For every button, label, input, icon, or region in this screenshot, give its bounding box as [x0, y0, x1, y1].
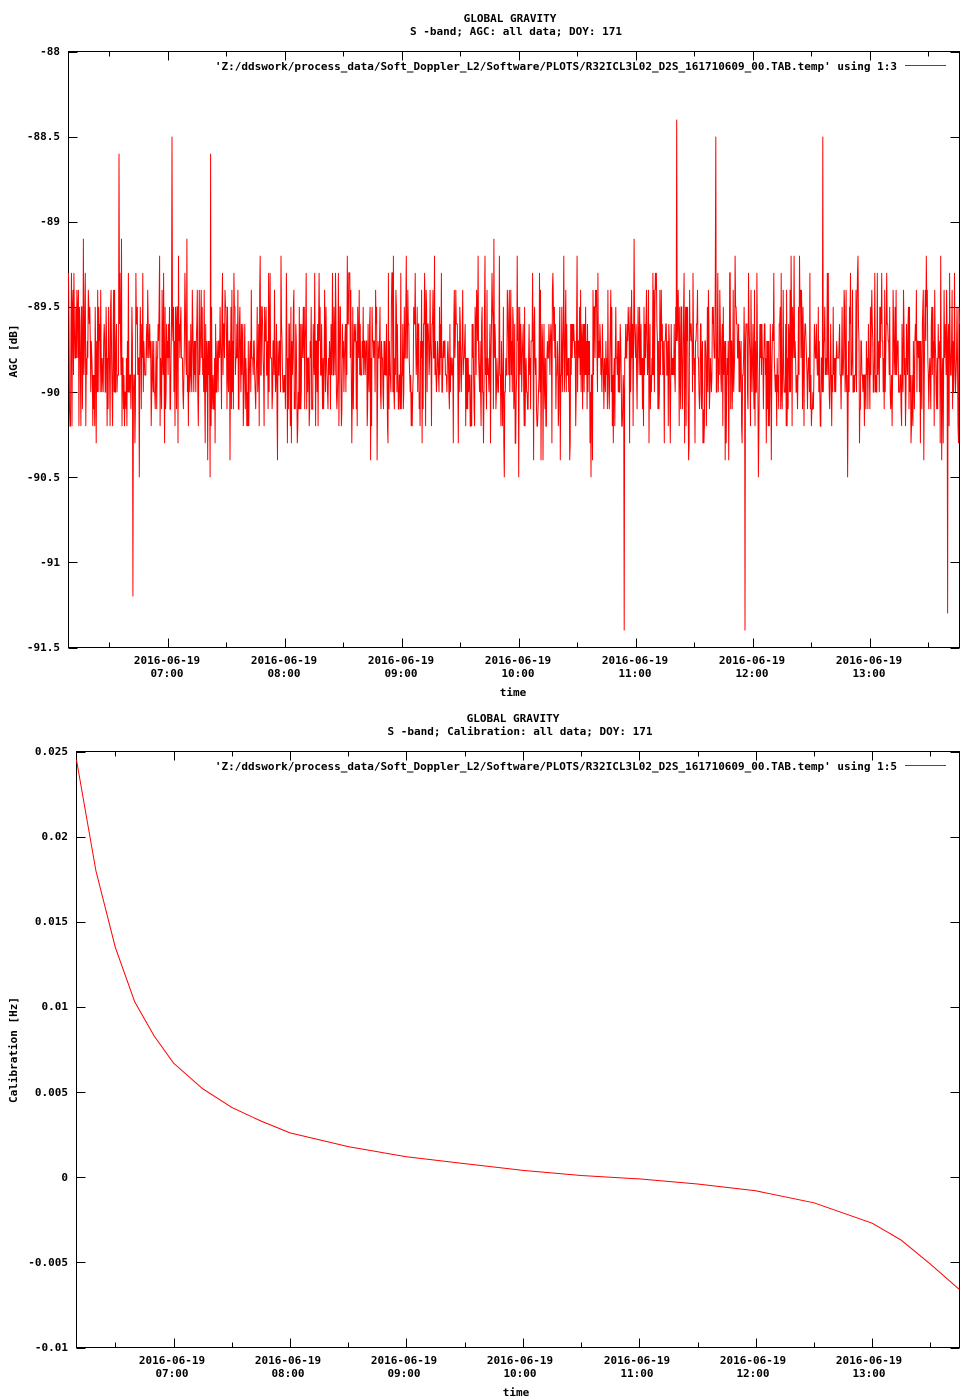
agc-x-tick-time: 08:00 [267, 667, 300, 680]
calibration-x-tick-time: 09:00 [387, 1367, 420, 1380]
agc-x-tick-date: 2016-06-19 [368, 654, 434, 667]
agc-x-tick-time: 07:00 [150, 667, 183, 680]
agc-x-tick-date: 2016-06-19 [836, 654, 902, 667]
calibration-y-tick-label: 0 [61, 1171, 68, 1184]
agc-y-tick-label: -90.5 [27, 471, 60, 484]
agc-legend-label: 'Z:/ddswork/process_data/Soft_Doppler_L2… [215, 60, 897, 73]
calibration-chart-subtitle: S -band; Calibration: all data; DOY: 171 [388, 725, 653, 738]
agc-x-tick-date: 2016-06-19 [485, 654, 551, 667]
agc-y-tick-label: -90 [40, 386, 60, 399]
agc-y-tick-label: -91 [40, 556, 60, 569]
agc-y-tick-label: -88 [40, 45, 60, 58]
calibration-plot-frame [76, 751, 960, 1348]
calibration-x-tick-date: 2016-06-19 [371, 1354, 437, 1367]
calibration-x-tick-labels: 2016-06-19 07:00 2016-06-19 08:00 2016-0… [139, 1354, 902, 1380]
agc-x-tick-date: 2016-06-19 [602, 654, 668, 667]
calibration-x-tick-time: 11:00 [620, 1367, 653, 1380]
agc-x-ticks [109, 51, 929, 648]
agc-series-line [68, 119, 960, 631]
calibration-x-tick-time: 10:00 [503, 1367, 536, 1380]
agc-x-tick-date: 2016-06-19 [134, 654, 200, 667]
agc-chart-subtitle: S -band; AGC: all data; DOY: 171 [410, 25, 622, 38]
calibration-y-tick-label: 0.025 [35, 745, 68, 758]
agc-legend: 'Z:/ddswork/process_data/Soft_Doppler_L2… [215, 60, 946, 73]
agc-y-tick-label: -89 [40, 215, 60, 228]
calibration-x-tick-date: 2016-06-19 [720, 1354, 786, 1367]
agc-x-tick-labels: 2016-06-19 07:00 2016-06-19 08:00 2016-0… [134, 654, 902, 680]
agc-x-tick-date: 2016-06-19 [251, 654, 317, 667]
calibration-x-tick-time: 12:00 [736, 1367, 769, 1380]
calibration-y-ticks [76, 752, 960, 1349]
agc-plot-frame [68, 51, 960, 648]
calibration-x-tick-date: 2016-06-19 [255, 1354, 321, 1367]
calibration-y-tick-label: -0.005 [28, 1256, 68, 1269]
calibration-legend: 'Z:/ddswork/process_data/Soft_Doppler_L2… [215, 760, 946, 773]
calibration-x-tick-date: 2016-06-19 [487, 1354, 553, 1367]
agc-chart-title: GLOBAL GRAVITY [464, 12, 557, 25]
calibration-y-tick-labels: 0.025 0.02 0.015 0.01 0.005 0 -0.005 -0.… [28, 745, 68, 1354]
agc-x-tick-time: 10:00 [501, 667, 534, 680]
agc-x-tick-date: 2016-06-19 [719, 654, 785, 667]
agc-y-axis-label: AGC [dB] [7, 325, 20, 378]
calibration-legend-label: 'Z:/ddswork/process_data/Soft_Doppler_L2… [215, 760, 897, 773]
agc-y-tick-labels: -88 -88.5 -89 -89.5 -90 -90.5 -91 -91.5 [27, 45, 60, 654]
calibration-x-tick-date: 2016-06-19 [604, 1354, 670, 1367]
agc-y-tick-label: -91.5 [27, 641, 60, 654]
calibration-x-tick-time: 08:00 [271, 1367, 304, 1380]
agc-y-tick-label: -88.5 [27, 130, 60, 143]
calibration-x-tick-date: 2016-06-19 [139, 1354, 205, 1367]
agc-x-tick-time: 09:00 [384, 667, 417, 680]
calibration-x-ticks [115, 751, 931, 1348]
calibration-y-tick-label: 0.005 [35, 1086, 68, 1099]
agc-x-axis-label: time [500, 686, 527, 699]
calibration-chart-title: GLOBAL GRAVITY [467, 712, 560, 725]
calibration-x-tick-time: 13:00 [852, 1367, 885, 1380]
agc-x-tick-time: 11:00 [618, 667, 651, 680]
agc-y-tick-label: -89.5 [27, 300, 60, 313]
calibration-y-tick-label: 0.01 [42, 1000, 69, 1013]
agc-x-tick-time: 13:00 [852, 667, 885, 680]
calibration-y-tick-label: -0.01 [35, 1341, 68, 1354]
agc-chart: GLOBAL GRAVITY S -band; AGC: all data; D… [7, 12, 960, 699]
calibration-y-tick-label: 0.015 [35, 915, 68, 928]
calibration-y-axis-label: Calibration [Hz] [7, 997, 20, 1103]
calibration-chart: GLOBAL GRAVITY S -band; Calibration: all… [7, 712, 960, 1399]
calibration-series-line [76, 759, 960, 1290]
calibration-x-tick-date: 2016-06-19 [836, 1354, 902, 1367]
calibration-x-tick-time: 07:00 [155, 1367, 188, 1380]
agc-x-tick-time: 12:00 [735, 667, 768, 680]
calibration-x-axis-label: time [503, 1386, 530, 1399]
calibration-y-tick-label: 0.02 [42, 830, 69, 843]
